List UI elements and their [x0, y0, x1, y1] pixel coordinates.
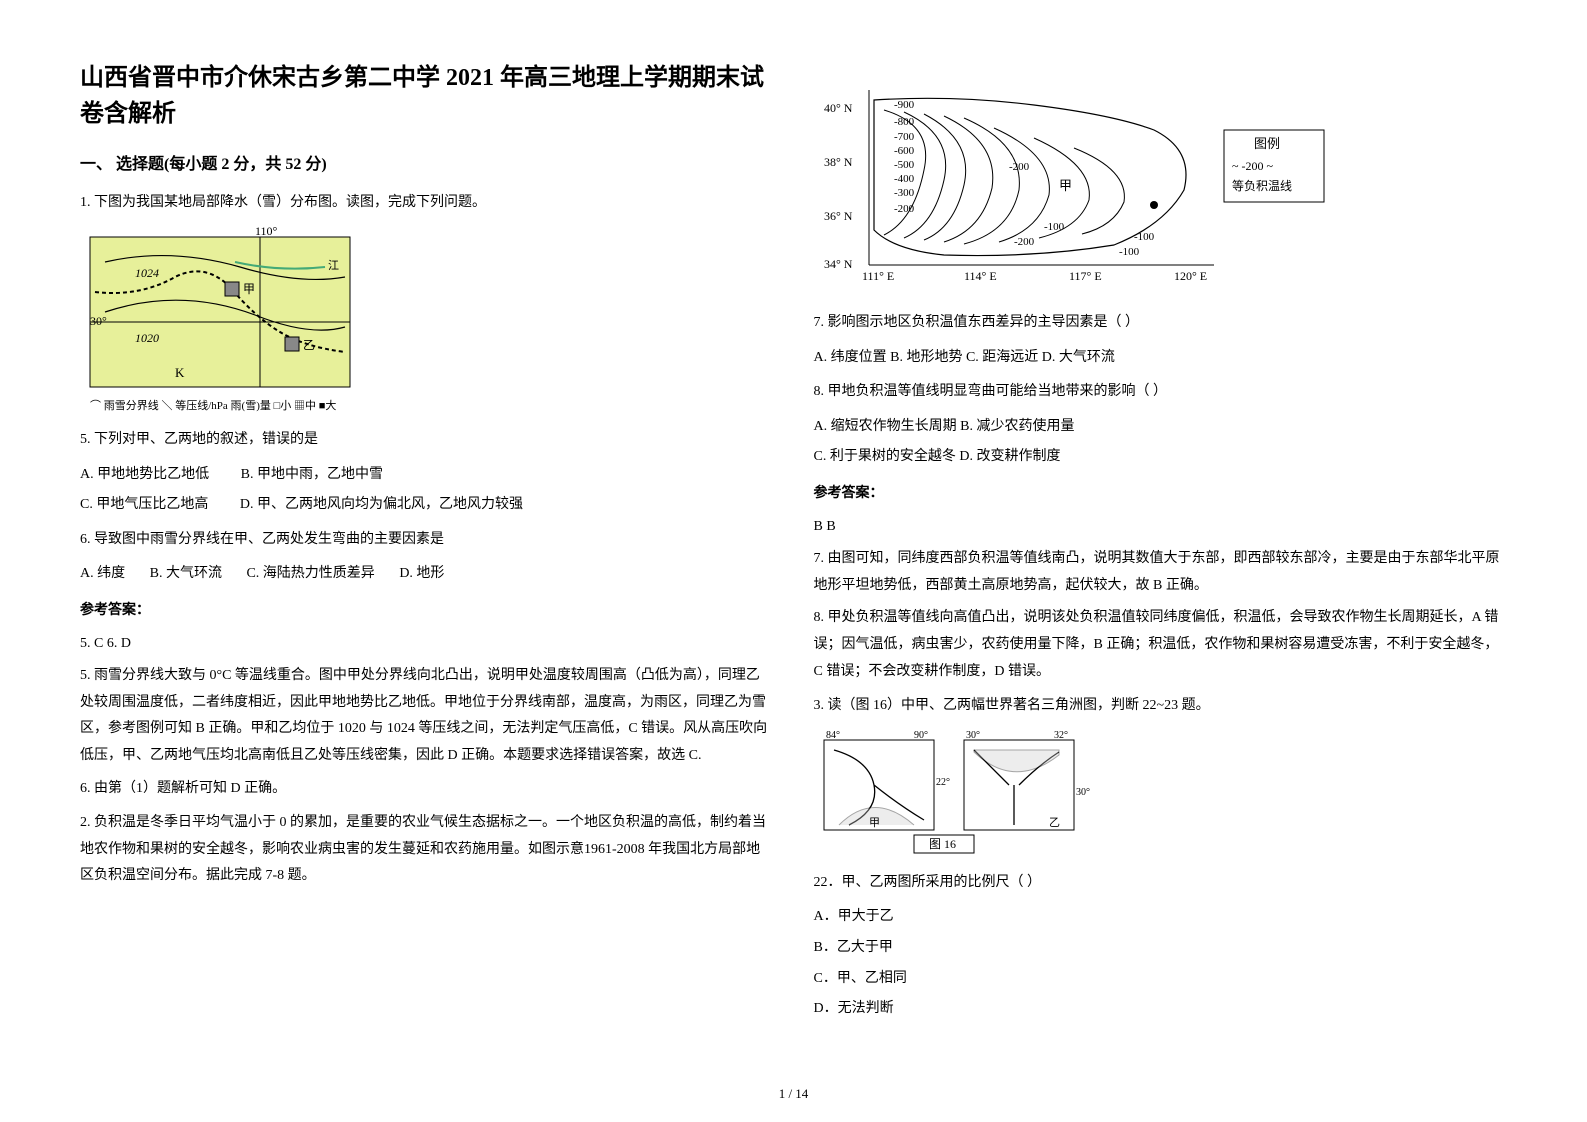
- f2-legend-iso: ~ -200 ~: [1232, 159, 1273, 173]
- f2-v8: -200: [1009, 161, 1030, 173]
- exp-8: 8. 甲处负积温等值线向高值凸出，说明该处负积温值较同纬度偏低，积温低，会导致农…: [814, 605, 1508, 685]
- answer-heading-2: 参考答案：: [814, 481, 1508, 508]
- q7-stem: 7. 影响图示地区负积温值东西差异的主导因素是（ ）: [814, 310, 1508, 337]
- f2-v5: -400: [894, 173, 915, 185]
- f3-llon1: 84°: [826, 730, 840, 741]
- f2-v0: -900: [894, 99, 915, 111]
- f2-v6: -300: [894, 187, 915, 199]
- f3-rlon1: 30°: [966, 730, 980, 741]
- fig1-marker-b: 乙: [303, 338, 315, 352]
- q5-opt-d: D. 甲、乙两地风向均为偏北风，乙地风力较强: [240, 497, 523, 512]
- fig1-lat: 30°: [90, 314, 107, 328]
- page-title: 山西省晋中市介休宋古乡第二中学 2021 年高三地理上学期期末试卷含解析: [80, 60, 774, 132]
- q5-opt-a: A. 甲地地势比乙地低: [80, 467, 209, 482]
- q6-opt-d: D. 地形: [399, 566, 444, 581]
- q8-opts-cd: C. 利于果树的安全越冬 D. 改变耕作制度: [814, 444, 1508, 471]
- f2-v1: -800: [894, 116, 915, 128]
- f3-rlon2: 32°: [1054, 730, 1068, 741]
- f3-rlat: 30°: [1076, 787, 1090, 798]
- f2-legend-title: 图例: [1254, 136, 1280, 151]
- q3-intro: 3. 读（图 16）中甲、乙两幅世界著名三角洲图，判断 22~23 题。: [814, 693, 1508, 720]
- f2-lon111: 111° E: [862, 269, 894, 283]
- f2-lat36: 36° N: [824, 209, 853, 223]
- answer-5-6: 5. C 6. D: [80, 631, 774, 658]
- q5-opt-b: B. 甲地中雨，乙地中雪: [241, 467, 383, 482]
- f2-v2: -700: [894, 131, 915, 143]
- f3-llat: 22°: [936, 777, 950, 788]
- exp-6: 6. 由第（1）题解析可知 D 正确。: [80, 776, 774, 803]
- f2-v7: -200: [894, 203, 915, 215]
- section-heading: 一、 选择题(每小题 2 分，共 52 分): [80, 150, 774, 180]
- q6-opt-a: A. 纬度: [80, 566, 125, 581]
- f2-lon117: 117° E: [1069, 269, 1102, 283]
- fig1-iso1: 1024: [135, 266, 159, 280]
- f2-v11: -100: [1119, 246, 1140, 258]
- q5-stem: 5. 下列对甲、乙两地的叙述，错误的是: [80, 427, 774, 454]
- fig1-iso2: 1020: [135, 331, 159, 345]
- q22-opt-a: A．甲大于乙: [814, 904, 1508, 931]
- answer-heading-1: 参考答案：: [80, 598, 774, 625]
- q22-stem: 22．甲、乙两图所采用的比例尺（ ）: [814, 870, 1508, 897]
- f3-marker-a: 甲: [869, 817, 880, 829]
- q5-opt-c: C. 甲地气压比乙地高: [80, 497, 208, 512]
- fig1-river: 江: [328, 259, 339, 272]
- figure-3: 84° 90° 22° 甲 30° 32° 30° 乙 图 16: [814, 730, 1508, 860]
- f2-legend-iso-label: 等负积温线: [1232, 179, 1292, 193]
- q2-intro: 2. 负积温是冬季日平均气温小于 0 的累加，是重要的农业气候生态据标之一。一个…: [80, 810, 774, 890]
- f2-v9: -100: [1044, 221, 1065, 233]
- figure-2: 40° N 38° N 36° N 34° N 111° E 114° E 11…: [814, 70, 1508, 300]
- f3-llon2: 90°: [914, 730, 928, 741]
- fig1-legend: ⌒ 雨雪分界线 ＼ 等压线/hPa 雨(雪)量 □小 ▦中 ■大: [90, 398, 336, 412]
- f2-marker: 甲: [1059, 178, 1072, 193]
- fig1-marker-a: 甲: [243, 282, 255, 296]
- q7-opts: A. 纬度位置 B. 地形地势 C. 距海远近 D. 大气环流: [814, 345, 1508, 372]
- f2-v10: -200: [1014, 236, 1035, 248]
- q8-stem: 8. 甲地负积温等值线明显弯曲可能给当地带来的影响（ ）: [814, 379, 1508, 406]
- exp-5: 5. 雨雪分界线大致与 0°C 等温线重合。图中甲处分界线向北凸出，说明甲处温度…: [80, 663, 774, 769]
- page-number: 1 / 14: [779, 1086, 809, 1102]
- f2-lat40: 40° N: [824, 101, 853, 115]
- f3-caption: 图 16: [929, 837, 956, 851]
- q1-intro: 1. 下图为我国某地局部降水（雪）分布图。读图，完成下列问题。: [80, 190, 774, 217]
- figure-1: 110° 30° 1024 1020 江 甲 乙 K: [80, 227, 774, 417]
- q6-opt-c: C. 海陆热力性质差异: [246, 566, 374, 581]
- q22-opt-d: D．无法判断: [814, 996, 1508, 1023]
- f2-lat38: 38° N: [824, 155, 853, 169]
- q8-opts-ab: A. 缩短农作物生长周期 B. 减少农药使用量: [814, 414, 1508, 441]
- f2-lat34: 34° N: [824, 257, 853, 271]
- f2-v12: -100: [1134, 231, 1155, 243]
- f2-lon114: 114° E: [964, 269, 997, 283]
- fig1-lon: 110°: [255, 227, 278, 238]
- q6-stem: 6. 导致图中雨雪分界线在甲、乙两处发生弯曲的主要因素是: [80, 527, 774, 554]
- exp-7: 7. 由图可知，同纬度西部负积温等值线南凸，说明其数值大于东部，即西部较东部冷，…: [814, 546, 1508, 599]
- svg-text:K: K: [175, 365, 185, 380]
- f2-v4: -500: [894, 159, 915, 171]
- f2-lon120: 120° E: [1174, 269, 1207, 283]
- q22-opt-b: B．乙大于甲: [814, 935, 1508, 962]
- answer-7-8: B B: [814, 514, 1508, 541]
- f2-v3: -600: [894, 145, 915, 157]
- f3-marker-b: 乙: [1049, 816, 1060, 829]
- q22-opt-c: C．甲、乙相同: [814, 966, 1508, 993]
- q6-opt-b: B. 大气环流: [150, 566, 222, 581]
